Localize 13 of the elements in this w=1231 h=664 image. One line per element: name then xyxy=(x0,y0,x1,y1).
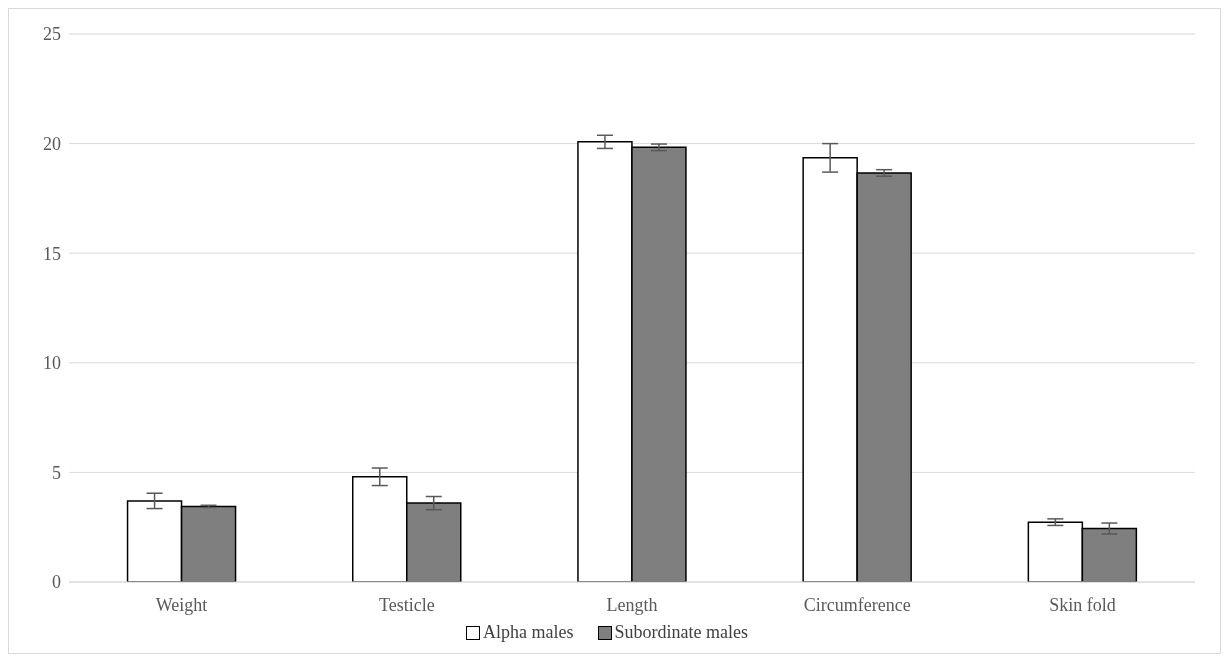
legend-label: Subordinate males xyxy=(613,622,748,643)
x-tick-label: Circumference xyxy=(803,594,911,615)
y-tick-label: 25 xyxy=(43,24,61,45)
legend-label: Alpha males xyxy=(482,622,574,643)
x-tick-label: Weight xyxy=(155,594,208,615)
x-tick-label: Length xyxy=(606,594,658,615)
y-tick-label: 10 xyxy=(43,353,61,374)
y-tick-label: 15 xyxy=(43,243,61,264)
y-tick-label: 0 xyxy=(52,572,61,593)
y-tick-label: 20 xyxy=(43,133,61,154)
x-tick-label: Testicle xyxy=(378,594,435,615)
x-tick-label: Skin fold xyxy=(1049,594,1116,615)
y-tick-label: 5 xyxy=(52,462,61,483)
